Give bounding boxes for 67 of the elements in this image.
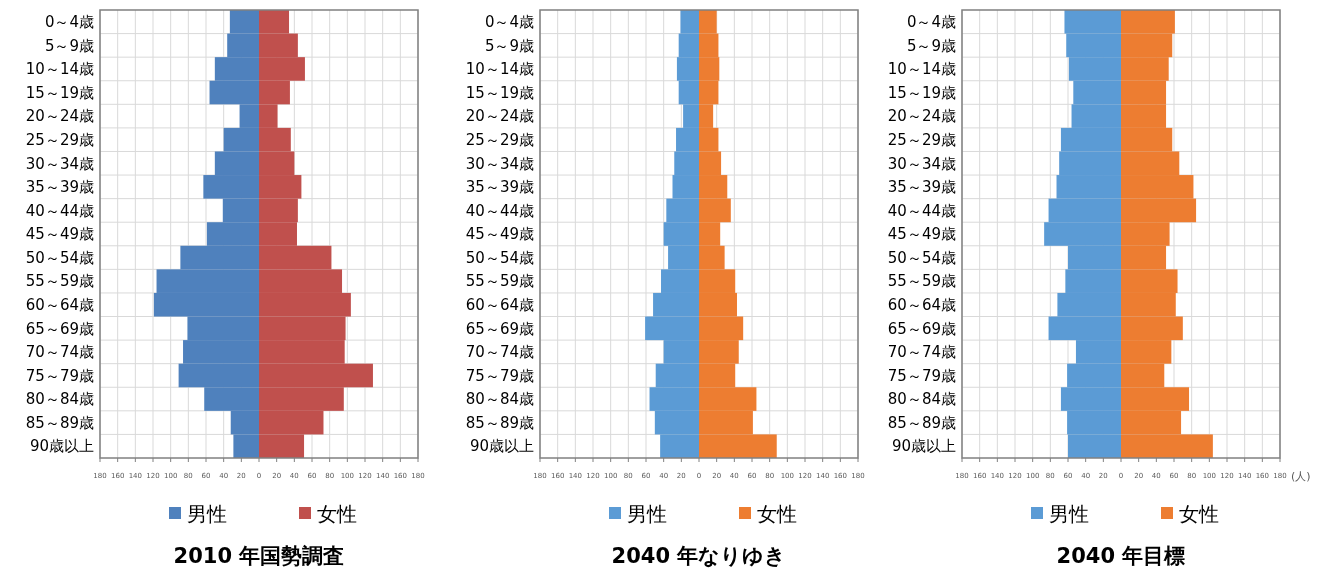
y-tick-label: 80～84歳 (25, 390, 94, 409)
y-tick-label: 55～59歳 (465, 272, 534, 291)
y-tick-label: 90歳以上 (29, 437, 94, 456)
y-tick-label: 70～74歳 (25, 343, 94, 362)
y-tick-label: 50～54歳 (25, 248, 94, 267)
y-tick-label: 70～74歳 (887, 343, 956, 362)
y-tick-label: 35～39歳 (25, 178, 94, 197)
y-tick-label: 40～44歳 (465, 201, 534, 220)
y-tick-label: 65～69歳 (887, 319, 956, 338)
y-tick-label: 75～79歳 (25, 366, 94, 385)
y-tick-label: 60～64歳 (465, 295, 534, 314)
y-tick-label: 20～24歳 (887, 107, 956, 126)
y-tick-label: 75～79歳 (887, 366, 956, 385)
y-tick-label: 15～19歳 (887, 83, 956, 102)
y-tick-label: 35～39歳 (887, 178, 956, 197)
legend-label: 女性 (317, 502, 357, 526)
y-tick-label: 45～49歳 (465, 225, 534, 244)
y-tick-label: 90歳以上 (469, 437, 534, 456)
legend-label: 女性 (757, 502, 797, 526)
y-tick-label: 75～79歳 (465, 366, 534, 385)
y-tick-label: 80～84歳 (465, 390, 534, 409)
legend-label: 男性 (187, 502, 227, 526)
text: 2040 年目標 (1056, 544, 1186, 568)
legend-label: 女性 (1179, 502, 1219, 526)
y-tick-label: 50～54歳 (887, 248, 956, 267)
y-tick-label: 30～34歳 (465, 154, 534, 173)
y-tick-label: 60～64歳 (887, 295, 956, 314)
y-tick-label: 10～14歳 (465, 60, 534, 79)
y-tick-label: 20～24歳 (25, 107, 94, 126)
y-tick-label: 65～69歳 (465, 319, 534, 338)
y-tick-label: 80～84歳 (887, 390, 956, 409)
y-tick-label: 25～29歳 (25, 130, 94, 149)
y-tick-label: 25～29歳 (887, 130, 956, 149)
y-tick-label: 25～29歳 (465, 130, 534, 149)
y-tick-label: 5～9歳 (484, 36, 534, 55)
y-tick-label: 30～34歳 (887, 154, 956, 173)
text: (人) (1291, 470, 1311, 483)
y-tick-label: 15～19歳 (25, 83, 94, 102)
y-tick-label: 85～89歳 (25, 413, 94, 432)
text: 2010 年国勢調査 (173, 544, 345, 568)
text: 2040 年なりゆき (611, 544, 787, 568)
y-tick-label: 70～74歳 (465, 343, 534, 362)
y-tick-label: 40～44歳 (25, 201, 94, 220)
y-tick-label: 30～34歳 (25, 154, 94, 173)
y-tick-label: 90歳以上 (891, 437, 956, 456)
legend-label: 男性 (627, 502, 667, 526)
y-tick-label: 65～69歳 (25, 319, 94, 338)
y-tick-label: 0～4歳 (484, 13, 534, 32)
y-tick-label: 10～14歳 (887, 60, 956, 79)
y-tick-label: 60～64歳 (25, 295, 94, 314)
y-tick-label: 45～49歳 (25, 225, 94, 244)
legend-label: 男性 (1049, 502, 1089, 526)
y-tick-label: 5～9歳 (44, 36, 94, 55)
y-tick-label: 5～9歳 (906, 36, 956, 55)
y-tick-label: 10～14歳 (25, 60, 94, 79)
y-tick-label: 50～54歳 (465, 248, 534, 267)
y-tick-label: 0～4歳 (906, 13, 956, 32)
y-tick-label: 35～39歳 (465, 178, 534, 197)
y-tick-label: 55～59歳 (887, 272, 956, 291)
y-tick-label: 85～89歳 (465, 413, 534, 432)
y-tick-label: 45～49歳 (887, 225, 956, 244)
y-tick-label: 0～4歳 (44, 13, 94, 32)
y-tick-label: 40～44歳 (887, 201, 956, 220)
y-tick-label: 55～59歳 (25, 272, 94, 291)
y-tick-label: 85～89歳 (887, 413, 956, 432)
y-tick-label: 15～19歳 (465, 83, 534, 102)
y-tick-label: 20～24歳 (465, 107, 534, 126)
